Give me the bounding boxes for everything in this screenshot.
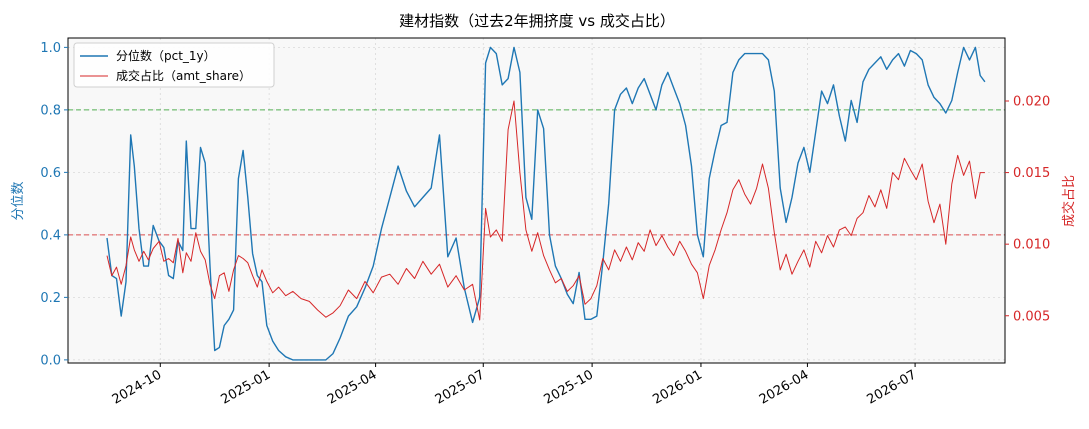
y-left-axis-label: 分位数 (11, 181, 26, 220)
legend-label: 分位数（pct_1y） (116, 48, 216, 63)
y-left-tick-label: 1.0 (40, 41, 61, 56)
x-tick-label: 2026-01 (650, 367, 705, 407)
x-tick-label: 2025-07 (433, 367, 488, 407)
x-tick-label: 2025-10 (542, 367, 597, 407)
x-tick-label: 2024-10 (110, 367, 165, 407)
series-lines (106, 46, 986, 361)
y-right-tick-label: 0.010 (1013, 238, 1050, 253)
legend-label: 成交占比（amt_share） (116, 68, 251, 83)
legend-box (73, 42, 275, 88)
plot-frame (67, 37, 1006, 364)
x-tick-label: 2026-07 (865, 367, 920, 407)
series-line-pct (106, 46, 986, 361)
y-right-axis-label: 成交占比 (1061, 175, 1077, 227)
series-line-amt-share (106, 100, 985, 321)
y-left-tick-label: 0.4 (40, 228, 61, 243)
x-tick-label: 2025-01 (219, 367, 274, 407)
legend: 分位数（pct_1y） 成交占比（amt_share） (73, 42, 275, 88)
chart-title: 建材指数（过去2年拥挤度 vs 成交占比） (399, 12, 675, 30)
x-tick-label: 2025-04 (325, 367, 380, 407)
plot-background (68, 38, 1005, 363)
x-tick-label: 2026-04 (757, 367, 812, 407)
y-left-tick-label: 0.6 (40, 166, 61, 181)
y-left-tick-label: 0.8 (40, 103, 61, 118)
plot-area (68, 38, 1005, 363)
y-right-tick-label: 0.015 (1013, 166, 1050, 181)
y-right-tick-label: 0.005 (1013, 309, 1050, 324)
y-right-tick-label: 0.020 (1013, 94, 1050, 109)
y-left-tick-label: 0.2 (40, 291, 61, 306)
y-left-tick-label: 0.0 (40, 353, 61, 368)
